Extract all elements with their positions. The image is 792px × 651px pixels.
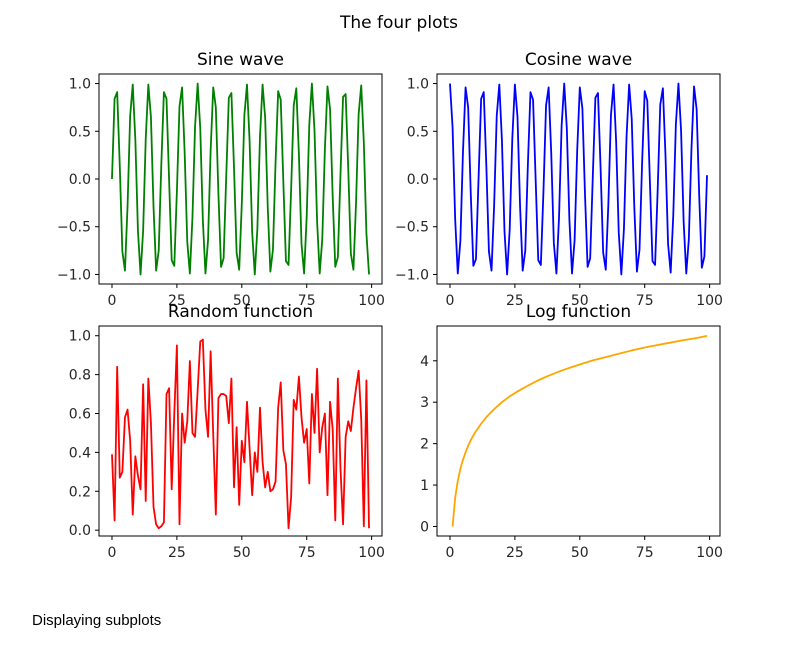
x-tick-label: 75 — [636, 545, 654, 561]
y-tick-label: −0.5 — [395, 220, 429, 236]
y-tick-label: 1.0 — [69, 329, 91, 345]
subplot-title: Sine wave — [197, 50, 284, 70]
series-line — [451, 335, 708, 527]
y-tick-label: 4 — [420, 354, 429, 370]
series-line — [449, 82, 708, 276]
x-tick-label: 0 — [446, 545, 455, 561]
axes-frame — [98, 325, 383, 537]
y-tick-label: 0.5 — [407, 124, 429, 140]
x-tick-label: 75 — [636, 293, 654, 309]
y-tick-label: 1.0 — [407, 77, 429, 93]
y-tick-label: 0.0 — [69, 172, 91, 188]
y-tick-label: 0.4 — [69, 445, 91, 461]
x-tick-label: 0 — [108, 545, 117, 561]
subplot-title: Cosine wave — [525, 50, 632, 70]
subplot-title: Random function — [168, 302, 313, 322]
x-tick-label: 25 — [168, 545, 186, 561]
series-line — [111, 82, 370, 276]
y-tick-label: 1.0 — [69, 77, 91, 93]
y-tick-label: 2 — [420, 437, 429, 453]
x-tick-label: 100 — [696, 293, 723, 309]
x-tick-label: 100 — [358, 545, 385, 561]
y-tick-label: 0.2 — [69, 484, 91, 500]
subplot-3: Random function 0 25 50 75 100 0.0 0.2 0.4 0.6 0.8… — [69, 302, 385, 561]
y-tick-label: 0.5 — [69, 124, 91, 140]
subplot-title: Log function — [526, 302, 631, 322]
x-tick-label: 0 — [108, 293, 117, 309]
series-line — [111, 338, 370, 530]
x-tick-label: 0 — [446, 293, 455, 309]
subplot-4: Log function 0 25 50 75 100 0 1 2 3 4 — [420, 302, 723, 561]
axes-frame — [436, 325, 721, 537]
x-tick-label: 100 — [696, 545, 723, 561]
y-tick-label: 3 — [420, 395, 429, 411]
x-tick-label: 25 — [168, 293, 186, 309]
x-tick-label: 50 — [571, 545, 589, 561]
subplot-1: Sine wave 0 25 50 75 100 −1.0 −0.5 0.0 0.5 1.0 — [57, 50, 385, 309]
y-tick-label: 0.0 — [69, 523, 91, 539]
y-tick-label: 0.0 — [407, 172, 429, 188]
x-tick-label: 25 — [506, 545, 524, 561]
x-tick-label: 75 — [298, 293, 316, 309]
y-tick-label: 0.6 — [69, 407, 91, 423]
y-tick-label: −1.0 — [395, 267, 429, 283]
x-tick-label: 25 — [506, 293, 524, 309]
x-tick-label: 50 — [571, 293, 589, 309]
y-tick-label: −0.5 — [57, 220, 91, 236]
y-tick-label: −1.0 — [57, 267, 91, 283]
x-tick-label: 50 — [233, 293, 251, 309]
y-tick-label: 0 — [420, 519, 429, 535]
x-tick-label: 75 — [298, 545, 316, 561]
y-tick-label: 1 — [420, 478, 429, 494]
x-tick-label: 100 — [358, 293, 385, 309]
subplot-2: Cosine wave 0 25 50 75 100 −1.0 −0.5 0.0 0.5 1.0 — [395, 50, 723, 309]
figure: The four plots Sine wave 0 25 50 75 100 −1.0 −0… — [57, 13, 723, 561]
y-tick-label: 0.8 — [69, 368, 91, 384]
x-tick-label: 50 — [233, 545, 251, 561]
figure-caption: Displaying subplots — [32, 612, 162, 629]
figure-suptitle: The four plots — [339, 13, 458, 33]
